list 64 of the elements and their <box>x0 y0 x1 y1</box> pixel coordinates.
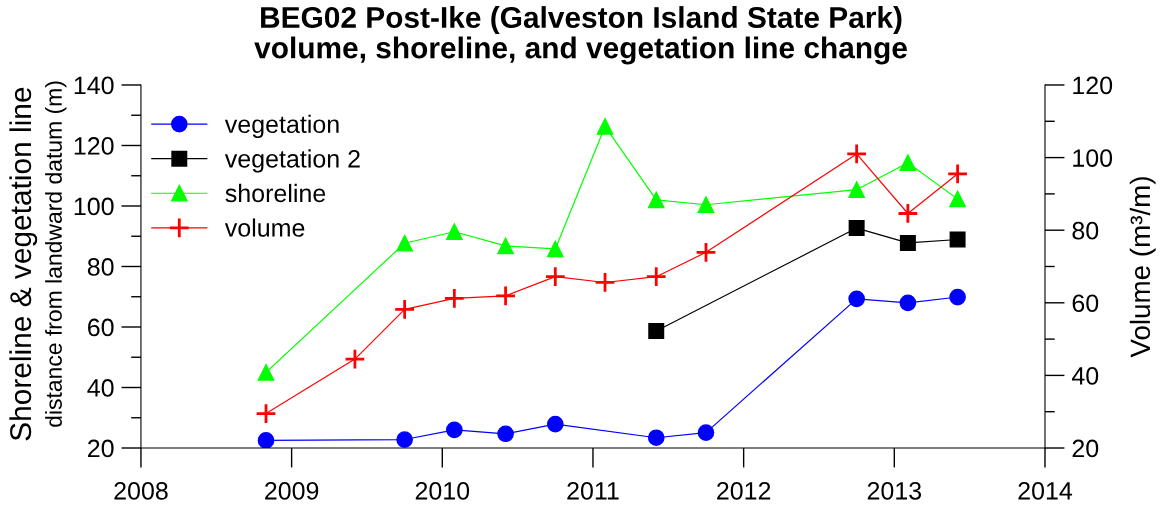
point <box>393 298 416 321</box>
point <box>647 191 665 209</box>
point <box>845 143 868 165</box>
legend-label: vegetation <box>224 114 339 139</box>
point <box>848 220 865 237</box>
point <box>546 240 564 258</box>
point <box>396 234 413 252</box>
point <box>396 431 413 448</box>
legend-label: volume <box>224 218 305 237</box>
point <box>594 271 616 294</box>
point <box>949 231 966 248</box>
y-tick-label: 40 <box>87 379 114 397</box>
point <box>848 181 865 198</box>
point <box>647 429 665 447</box>
legend-label: shoreline <box>225 183 326 203</box>
y-tick-label: 60 <box>88 318 114 337</box>
point <box>596 118 614 135</box>
legend-label: vegetation 2 <box>224 149 360 173</box>
point <box>697 196 715 214</box>
point <box>544 265 567 288</box>
y2-axis-title: Volume (m³/m) <box>1129 177 1156 358</box>
point <box>255 402 277 425</box>
point <box>645 265 668 288</box>
point <box>897 202 919 225</box>
point <box>899 234 916 251</box>
y2-tick-label: 20 <box>1072 439 1099 458</box>
point <box>697 424 715 441</box>
y2-tick-label: 40 <box>1071 367 1099 385</box>
y-axis-title: Shoreline & vegetation line distance from landward datum (m) <box>9 81 67 441</box>
point <box>344 348 366 370</box>
point <box>949 288 966 306</box>
y2-tick-label: 100 <box>1073 149 1113 167</box>
y-tick-label: 80 <box>87 258 114 276</box>
x-tick-label: 2009 <box>265 482 319 500</box>
point <box>695 241 717 264</box>
point <box>494 285 517 307</box>
chart-title: BEG02 Post-Ike (Galveston Island State Park) volume, shoreline, and vegetation line change <box>254 6 907 65</box>
y2-tick-label: 120 <box>1073 76 1113 95</box>
point <box>848 290 865 308</box>
x-tick-label: 2013 <box>867 482 922 500</box>
point <box>497 237 514 255</box>
point <box>446 223 463 241</box>
x-tick-label: 2010 <box>415 482 470 500</box>
y-tick-label: 20 <box>88 439 114 458</box>
x-tick-label: 2014 <box>1018 482 1073 500</box>
x-tick-label: 2008 <box>114 482 168 500</box>
point <box>648 322 665 339</box>
point <box>899 154 917 172</box>
y-tick-label: 140 <box>74 76 114 95</box>
point <box>949 190 966 208</box>
point <box>446 421 463 439</box>
point <box>899 294 917 312</box>
x-tick-label: 2012 <box>717 482 771 500</box>
x-tick-label: 2011 <box>567 482 619 500</box>
y2-tick-label: 60 <box>1072 294 1099 313</box>
y-tick-label: 120 <box>74 137 114 155</box>
y-tick-label: 100 <box>74 197 114 216</box>
point <box>946 163 969 185</box>
point <box>546 415 564 433</box>
y2-tick-label: 80 <box>1072 221 1099 240</box>
point <box>257 432 275 448</box>
point <box>257 364 275 381</box>
point <box>443 287 466 310</box>
point <box>497 425 514 443</box>
